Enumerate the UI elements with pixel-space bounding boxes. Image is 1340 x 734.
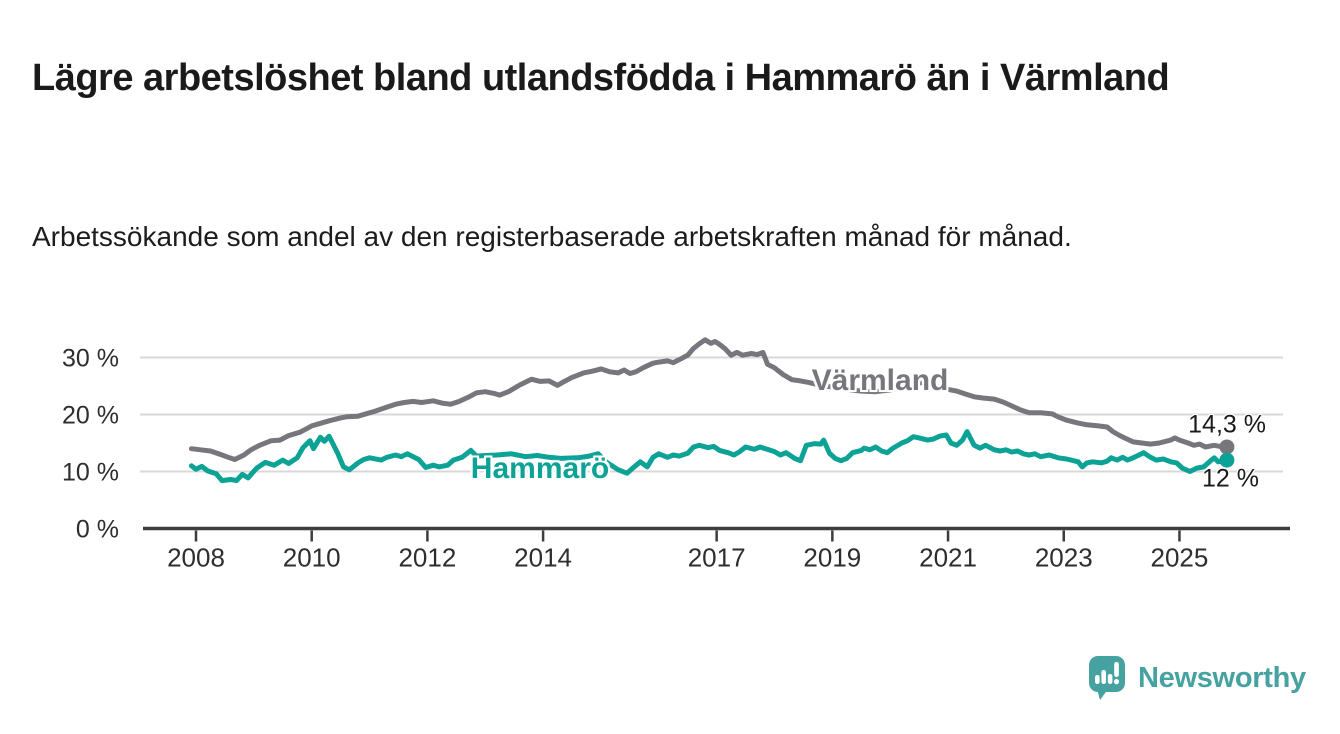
- series-label-varmland: Värmland: [811, 364, 949, 397]
- y-axis-tick-label: 20 %: [62, 402, 119, 430]
- x-axis-tick-label: 2023: [1035, 543, 1093, 573]
- y-axis-tick-label: 30 %: [62, 345, 119, 373]
- series-end-dot-värmland: [1219, 439, 1235, 455]
- series-line-hammarö: [188, 429, 1230, 484]
- x-axis-tick-label: 2014: [514, 543, 572, 573]
- x-axis-tick-label: 2008: [167, 543, 225, 573]
- x-axis-tick-label: 2010: [283, 543, 341, 573]
- end-value-label-hammaro: 12 %: [1202, 464, 1259, 493]
- page-title: Lägre arbetslöshet bland utlandsfödda i …: [32, 57, 1170, 100]
- newsworthy-speech-bubble-bar-chart-icon: [1089, 656, 1125, 700]
- newsworthy-logo: Newsworthy: [1088, 655, 1306, 705]
- x-axis-tick-label: 2012: [398, 543, 456, 573]
- series-end-dot-hammarö: [1219, 452, 1235, 468]
- y-axis-tick-label: 0 %: [76, 516, 119, 544]
- chart-subtitle: Arbetssökande som andel av den registerb…: [32, 221, 1072, 252]
- x-axis-tick-label: 2017: [688, 543, 746, 573]
- x-axis-tick-label: 2021: [919, 543, 977, 573]
- x-axis-tick-label: 2025: [1151, 543, 1209, 573]
- newsworthy-wordmark: Newsworthy: [1138, 661, 1306, 694]
- series-line-värmland: [188, 337, 1230, 462]
- x-axis-tick-label: 2019: [803, 543, 861, 573]
- end-value-label-varmland: 14,3 %: [1188, 410, 1266, 439]
- y-axis-tick-label: 10 %: [62, 459, 119, 487]
- series-label-hammaro: Hammarö: [470, 452, 610, 485]
